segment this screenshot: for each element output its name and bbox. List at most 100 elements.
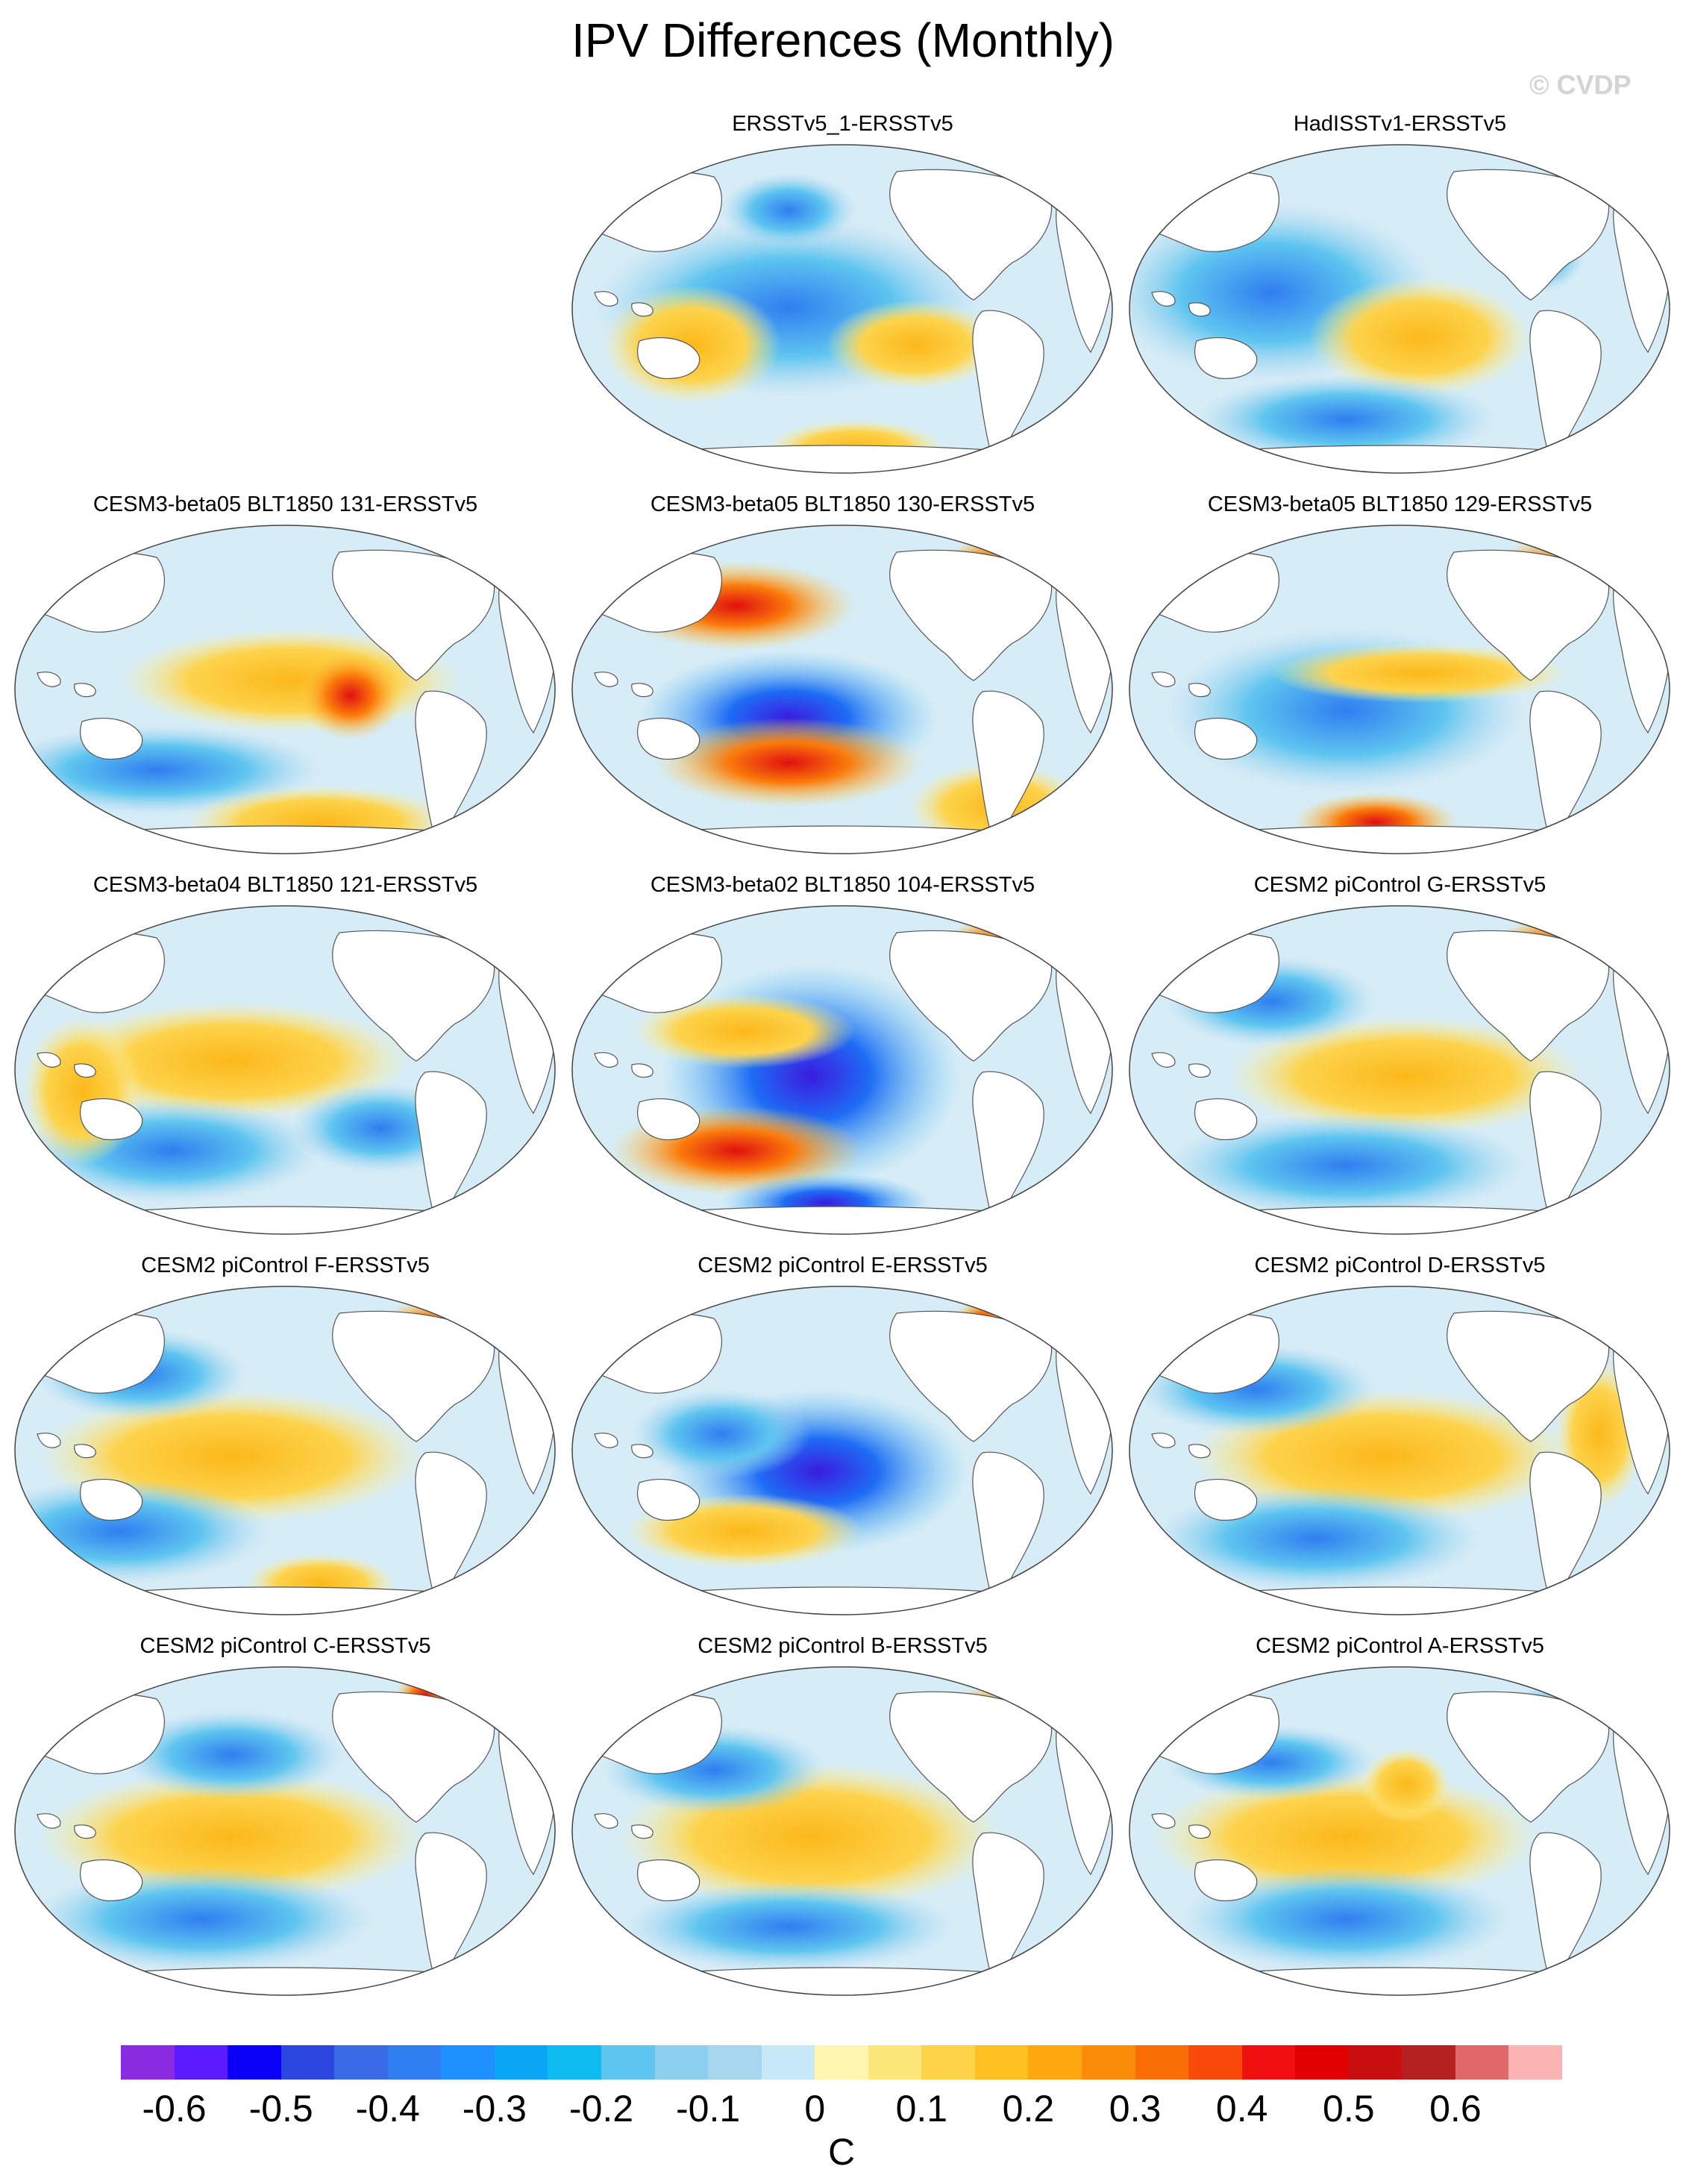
colorbar (121, 2045, 1563, 2080)
globe-map (571, 1286, 1113, 1615)
colorbar-swatch (1455, 2045, 1509, 2080)
globe-map (571, 905, 1113, 1235)
anomaly-region (119, 1710, 343, 1800)
colorbar-unit: C (827, 2131, 856, 2173)
globe-outline (571, 525, 1113, 854)
anomaly-region (632, 994, 856, 1068)
map-panel: CESM3-beta05 BLT1850 129-ERSSTv5 (1122, 491, 1678, 857)
colorbar-tick-label: -0.6 (142, 2088, 207, 2130)
anomaly-region (1309, 278, 1532, 397)
colorbar-tick-label: -0.5 (248, 2088, 313, 2130)
globe-map (1129, 1666, 1670, 1996)
globe-outline (571, 1666, 1113, 1996)
colorbar-swatch (1402, 2045, 1456, 2080)
colorbar-swatch (974, 2045, 1029, 2080)
panel-title: CESM3-beta04 BLT1850 121-ERSSTv5 (93, 873, 478, 897)
panel-title: CESM3-beta05 BLT1850 129-ERSSTv5 (1207, 492, 1593, 516)
globe-map (14, 1286, 556, 1615)
panel-title: CESM2 piControl C-ERSSTv5 (140, 1634, 431, 1658)
colorbar-swatch (1348, 2045, 1403, 2080)
globe-outline (14, 525, 556, 854)
anomaly-region (632, 1389, 811, 1479)
colorbar-swatch (334, 2045, 389, 2080)
colorbar-swatch (708, 2045, 762, 2080)
colorbar-swatch (387, 2045, 442, 2080)
anomaly-region (826, 300, 1005, 389)
panel-title: CESM2 piControl D-ERSSTv5 (1254, 1254, 1546, 1277)
panel-title: CESM3-beta05 BLT1850 131-ERSSTv5 (93, 492, 478, 516)
colorbar-swatch (654, 2045, 709, 2080)
colorbar-tick-label: 0.3 (1109, 2088, 1162, 2130)
globe-map (14, 525, 556, 854)
anomaly-region (1271, 643, 1570, 703)
globe-outline (14, 1666, 556, 1996)
panel-title: HadISSTv1-ERSSTv5 (1293, 112, 1507, 136)
watermark: © CVDP (1529, 69, 1632, 100)
anomaly-region (1361, 1747, 1450, 1822)
colorbar-tick-label: -0.3 (462, 2088, 527, 2130)
map-panel: CESM3-beta02 BLT1850 104-ERSSTv5 (565, 872, 1121, 1237)
colorbar-tick-label: 0 (804, 2088, 826, 2130)
colorbar-tick-label: 0.4 (1215, 2088, 1268, 2130)
globe-outline (571, 905, 1113, 1235)
anomaly-region (1226, 1016, 1585, 1136)
globe-outline (1129, 905, 1670, 1235)
globe-map (14, 905, 556, 1235)
map-panel: CESM2 piControl D-ERSSTv5 (1122, 1252, 1678, 1618)
map-panel: CESM2 piControl A-ERSSTv5 (1122, 1633, 1678, 1998)
map-panel: CESM3-beta04 BLT1850 121-ERSSTv5 (7, 872, 563, 1237)
globe-map (571, 144, 1113, 474)
anomaly-region (721, 173, 856, 248)
colorbar-swatch (1241, 2045, 1296, 2080)
colorbar-tick-label: 0.5 (1323, 2088, 1375, 2130)
map-panel: CESM2 piControl B-ERSSTv5 (565, 1633, 1121, 1998)
panel-title: ERSSTv5_1-ERSSTv5 (732, 112, 953, 136)
map-panel: ERSSTv5_1-ERSSTv5 (565, 110, 1121, 476)
globe-outline (1129, 1666, 1670, 1996)
globe-outline (1129, 1286, 1670, 1615)
colorbar-swatch (761, 2045, 815, 2080)
globe-outline (14, 905, 556, 1235)
globe-outline (1129, 525, 1670, 854)
globe-outline (571, 1286, 1113, 1615)
colorbar-swatch (281, 2045, 335, 2080)
map-panel: CESM2 piControl F-ERSSTv5 (7, 1252, 563, 1618)
globe-outline (14, 1286, 556, 1615)
anomaly-region (1182, 1867, 1510, 1971)
colorbar-swatch (1135, 2045, 1189, 2080)
globe-map (1129, 144, 1670, 474)
anomaly-region (1167, 1113, 1525, 1218)
map-panel: HadISSTv1-ERSSTv5 (1122, 110, 1678, 476)
colorbar-swatch (815, 2045, 869, 2080)
globe-map (1129, 525, 1670, 854)
colorbar-tick-label: -0.1 (676, 2088, 741, 2130)
panel-title: CESM2 piControl F-ERSSTv5 (141, 1254, 430, 1277)
globe-outline (1129, 144, 1670, 474)
colorbar-tick-label: -0.4 (355, 2088, 420, 2130)
anomaly-region (1197, 375, 1495, 464)
panel-title: CESM2 piControl G-ERSSTv5 (1253, 873, 1546, 897)
globe-map (571, 525, 1113, 854)
globe-map (14, 1666, 556, 1996)
anomaly-region (624, 1882, 953, 1971)
colorbar-swatch (921, 2045, 976, 2080)
figure-title: IPV Differences (Monthly) (571, 13, 1115, 67)
globe-outline (571, 144, 1113, 474)
panel-title: CESM2 piControl E-ERSSTv5 (698, 1254, 988, 1277)
colorbar-swatch (1028, 2045, 1082, 2080)
panel-title: CESM2 piControl B-ERSSTv5 (698, 1634, 988, 1658)
globe-map (1129, 1286, 1670, 1615)
map-panel: CESM3-beta05 BLT1850 131-ERSSTv5 (7, 491, 563, 857)
colorbar-swatch (121, 2045, 175, 2080)
map-panel: CESM3-beta05 BLT1850 130-ERSSTv5 (565, 491, 1121, 857)
anomaly-region (22, 1016, 142, 1165)
colorbar-swatch (441, 2045, 495, 2080)
anomaly-region (298, 651, 403, 740)
colorbar-tick-label: 0.1 (895, 2088, 948, 2130)
colorbar-swatch (228, 2045, 282, 2080)
colorbar-tick-label: 0.6 (1429, 2088, 1482, 2130)
colorbar-swatch (494, 2045, 548, 2080)
colorbar-swatch (1082, 2045, 1136, 2080)
colorbar-swatch (548, 2045, 602, 2080)
colorbar-swatch (1295, 2045, 1350, 2080)
